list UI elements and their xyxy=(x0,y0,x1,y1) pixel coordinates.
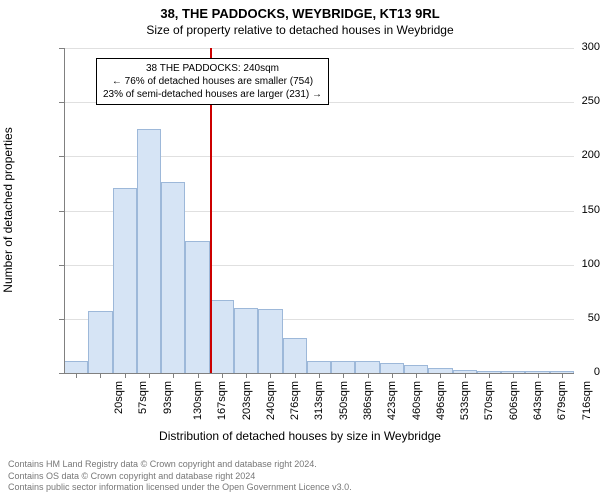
x-tick-label: 130sqm xyxy=(192,381,204,420)
x-tick-label: 716sqm xyxy=(581,381,593,420)
x-tick-label: 350sqm xyxy=(338,381,350,420)
histogram-bar xyxy=(258,309,282,373)
histogram-bar xyxy=(64,361,88,373)
copyright-notice: Contains HM Land Registry data © Crown c… xyxy=(8,459,352,494)
x-tick-label: 167sqm xyxy=(216,381,228,420)
x-tick-label: 423sqm xyxy=(386,381,398,420)
x-tick-label: 643sqm xyxy=(532,381,544,420)
histogram-bar xyxy=(185,241,209,373)
annotation-line-3: 23% of semi-detached houses are larger (… xyxy=(103,88,322,101)
x-tick-label: 496sqm xyxy=(435,381,447,420)
copyright-line-1: Contains HM Land Registry data © Crown c… xyxy=(8,459,352,471)
histogram-bar xyxy=(331,361,355,373)
histogram-bar xyxy=(88,311,112,373)
chart-title: 38, THE PADDOCKS, WEYBRIDGE, KT13 9RL xyxy=(0,0,600,21)
histogram-bar xyxy=(380,363,404,373)
histogram-bar xyxy=(210,300,234,373)
y-tick-label: 200 xyxy=(546,149,600,161)
histogram-bar xyxy=(404,365,428,373)
x-tick-label: 606sqm xyxy=(508,381,520,420)
annotation-box: 38 THE PADDOCKS: 240sqm ← 76% of detache… xyxy=(96,58,329,105)
x-tick-label: 203sqm xyxy=(241,381,253,420)
x-tick-label: 93sqm xyxy=(162,381,174,414)
x-tick-label: 533sqm xyxy=(459,381,471,420)
x-tick-label: 240sqm xyxy=(265,381,277,420)
x-tick-label: 679sqm xyxy=(556,381,568,420)
x-tick-label: 20sqm xyxy=(113,381,125,414)
histogram-bar xyxy=(355,361,379,373)
histogram-bar xyxy=(113,188,137,373)
x-tick-label: 386sqm xyxy=(362,381,374,420)
histogram-bar xyxy=(137,129,161,373)
x-axis-label: Distribution of detached houses by size … xyxy=(0,429,600,443)
x-tick-label: 460sqm xyxy=(411,381,423,420)
y-tick-label: 100 xyxy=(546,258,600,270)
histogram-bar xyxy=(161,182,185,373)
y-tick-label: 250 xyxy=(546,95,600,107)
histogram-bar xyxy=(283,338,307,373)
x-tick-label: 313sqm xyxy=(314,381,326,420)
histogram-bar xyxy=(307,361,331,373)
annotation-line-1: 38 THE PADDOCKS: 240sqm xyxy=(103,62,322,75)
x-tick-label: 570sqm xyxy=(484,381,496,420)
y-tick-label: 300 xyxy=(546,41,600,53)
annotation-line-2: ← 76% of detached houses are smaller (75… xyxy=(103,75,322,88)
y-tick-label: 50 xyxy=(546,312,600,324)
y-axis-label: Number of detached properties xyxy=(1,47,15,372)
y-tick-label: 150 xyxy=(546,204,600,216)
y-tick-label: 0 xyxy=(546,366,600,378)
copyright-line-3: Contains public sector information licen… xyxy=(8,482,352,494)
x-tick-label: 57sqm xyxy=(137,381,149,414)
x-tick-label: 276sqm xyxy=(289,381,301,420)
chart-subtitle: Size of property relative to detached ho… xyxy=(0,21,600,37)
copyright-line-2: Contains OS data © Crown copyright and d… xyxy=(8,471,352,483)
histogram-bar xyxy=(234,308,258,373)
